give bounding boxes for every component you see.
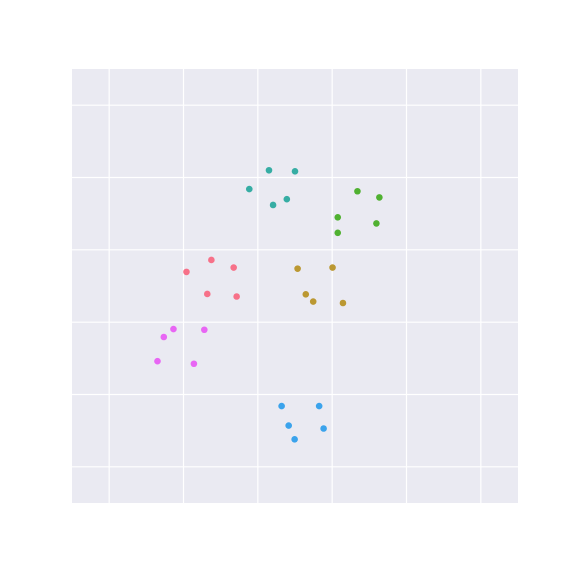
data-point — [334, 229, 342, 237]
data-point — [201, 326, 208, 334]
data-point — [315, 402, 323, 410]
data-point — [294, 265, 301, 272]
data-point — [160, 333, 168, 341]
data-point — [190, 360, 198, 368]
data-point — [302, 291, 310, 298]
data-point — [278, 402, 285, 410]
data-point — [376, 194, 383, 201]
data-point — [334, 213, 342, 221]
grid-lines — [72, 69, 518, 503]
data-point — [285, 422, 292, 429]
data-point — [291, 436, 298, 443]
data-point — [233, 293, 240, 300]
plot-background — [72, 69, 518, 503]
cluster-4-series — [245, 166, 299, 209]
cluster-1-series — [183, 256, 240, 300]
data-point — [329, 264, 336, 271]
data-point — [309, 298, 317, 305]
data-point — [203, 290, 211, 298]
cluster-3-series — [334, 187, 383, 237]
data-point — [154, 357, 161, 365]
cluster-6-series — [154, 325, 208, 368]
data-point — [339, 299, 347, 307]
data-point — [354, 187, 361, 195]
data-point — [283, 195, 291, 203]
data-point — [230, 264, 237, 271]
data-point — [291, 168, 299, 175]
data-point — [320, 425, 327, 432]
data-point — [170, 325, 177, 333]
data-point — [373, 220, 380, 227]
data-point — [265, 166, 273, 174]
data-point — [269, 201, 277, 209]
data-point — [208, 256, 215, 264]
data-point — [183, 268, 190, 276]
data-point — [245, 185, 253, 193]
data-points — [154, 166, 383, 443]
cluster-2-series — [294, 264, 347, 307]
cluster-5-series — [278, 402, 327, 443]
